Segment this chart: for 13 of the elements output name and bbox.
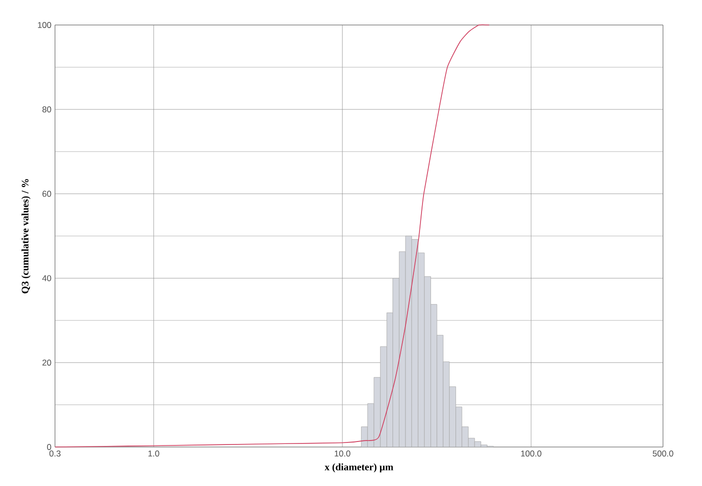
x-tick-label: 100.0 bbox=[521, 450, 542, 457]
y-tick-label: 40 bbox=[42, 275, 52, 282]
y-tick-label: 20 bbox=[42, 360, 52, 366]
y-tick-label: 60 bbox=[42, 190, 52, 197]
x-tick-label: 10.0 bbox=[334, 450, 350, 457]
y-tick-label: 0 bbox=[47, 444, 52, 450]
x-axis-title: x (diameter) µm bbox=[324, 463, 394, 472]
y-tick-label: 100 bbox=[38, 22, 52, 28]
x-tick-label: 0.3 bbox=[49, 450, 61, 457]
x-tick-label: 500.0 bbox=[652, 450, 674, 457]
x-tick-label: 1.0 bbox=[148, 450, 160, 457]
y-axis-title: Q3 (cumulative values) / % bbox=[21, 179, 31, 294]
y-tick-label: 80 bbox=[42, 106, 52, 112]
